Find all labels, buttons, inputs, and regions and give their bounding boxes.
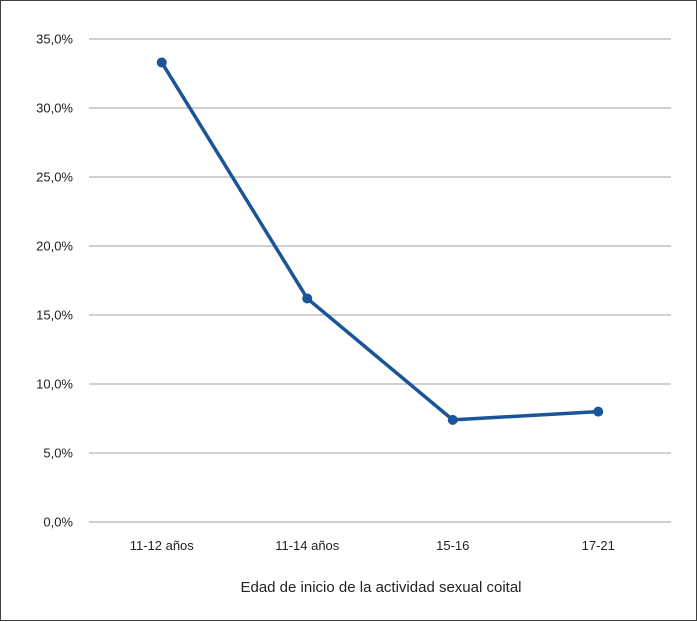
x-axis-ticks: 11-12 años 11-14 años 15-16 17-21 bbox=[130, 538, 615, 553]
y-tick-label: 5,0% bbox=[43, 446, 73, 461]
gridlines bbox=[89, 38, 671, 523]
y-tick-label: 35,0% bbox=[36, 32, 73, 47]
x-tick-label: 11-14 años bbox=[275, 538, 340, 553]
data-point bbox=[156, 57, 167, 68]
x-tick-label: 11-12 años bbox=[130, 538, 195, 553]
y-tick-label: 25,0% bbox=[36, 170, 73, 185]
x-axis-title: Edad de inicio de la actividad sexual co… bbox=[240, 579, 521, 596]
x-tick-label: 17-21 bbox=[582, 538, 615, 553]
series-line bbox=[160, 60, 600, 422]
data-point bbox=[447, 414, 458, 425]
y-tick-label: 10,0% bbox=[36, 377, 73, 392]
x-tick-label: 15-16 bbox=[436, 538, 469, 553]
y-tick-label: 0,0% bbox=[43, 515, 73, 530]
data-point bbox=[593, 406, 604, 417]
series-layer bbox=[156, 57, 604, 425]
y-tick-label: 30,0% bbox=[36, 101, 73, 116]
y-axis-ticks: 0,0% 5,0% 10,0% 15,0% 20,0% 25,0% 30,0% 35,0% bbox=[36, 32, 73, 530]
y-tick-label: 15,0% bbox=[36, 308, 73, 323]
data-point bbox=[302, 293, 313, 304]
y-tick-label: 20,0% bbox=[36, 239, 73, 254]
